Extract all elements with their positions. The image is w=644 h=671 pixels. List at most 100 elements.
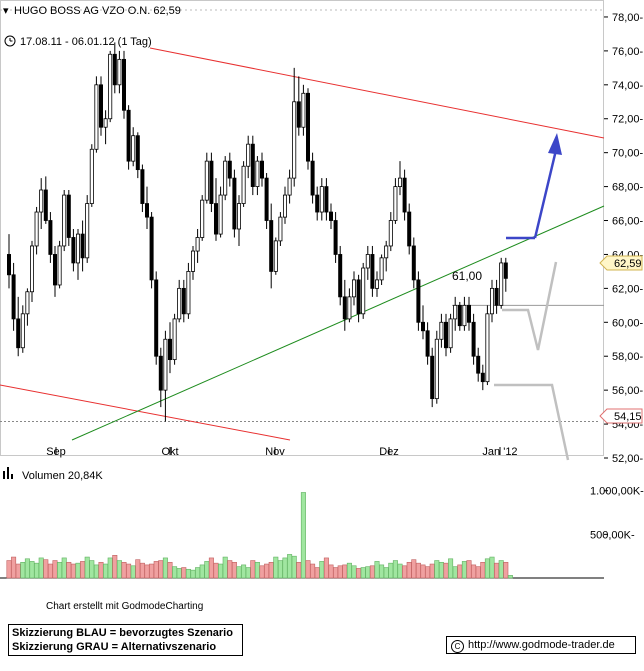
volume-bar: [415, 562, 421, 579]
y-tick-label: 60,00-: [612, 317, 644, 329]
resistance-line: [149, 47, 605, 139]
candle: [439, 321, 444, 340]
volume-bar: [167, 561, 173, 579]
volume-bar: [231, 561, 237, 579]
grey-scenario-2: [494, 383, 570, 461]
volume-bar: [406, 561, 412, 579]
volume-bar: [411, 559, 417, 579]
blue-arrowhead: [548, 133, 562, 155]
candle: [342, 296, 347, 320]
volume-bar: [457, 564, 463, 579]
volume-bar: [503, 561, 509, 579]
volume-bar: [38, 557, 44, 579]
candle: [7, 254, 12, 276]
volume-bar: [356, 568, 362, 579]
candle: [236, 203, 241, 230]
candle: [278, 216, 283, 242]
candle: [259, 160, 264, 179]
candle: [282, 194, 287, 218]
candle: [20, 313, 25, 349]
candle: [388, 220, 393, 247]
candle: [397, 177, 402, 187]
volume-bar: [328, 564, 334, 579]
volume-bar: [342, 564, 348, 579]
candle: [485, 313, 490, 383]
x-tick-label: Okt: [161, 446, 178, 458]
candle: [324, 186, 329, 213]
volume-label: Volumen 20,84K: [22, 470, 103, 482]
volume-bar: [66, 561, 72, 579]
candle: [356, 279, 361, 315]
volume-bar: [130, 565, 136, 579]
volume-bar: [305, 560, 311, 579]
candle: [89, 148, 94, 204]
candle: [163, 338, 168, 391]
volume-bar: [57, 561, 63, 579]
volume-bar: [126, 563, 132, 579]
volume-bar: [277, 560, 283, 579]
candle: [57, 245, 62, 286]
candle: [131, 135, 136, 162]
candle: [370, 254, 375, 289]
volume-bar: [153, 561, 159, 579]
volume-bar: [392, 560, 398, 579]
title-icon[interactable]: ▾: [3, 5, 9, 17]
volume-bar: [149, 563, 155, 579]
y-tick-label: 70,00-: [612, 148, 644, 160]
volume-bar: [360, 567, 366, 579]
candle: [227, 160, 232, 179]
candle: [108, 53, 113, 120]
candle: [167, 338, 172, 361]
candle: [347, 296, 352, 320]
volume-bar: [471, 564, 477, 579]
candle: [172, 318, 177, 361]
candle: [453, 304, 458, 320]
volume-bar: [425, 566, 431, 579]
volume-bar: [158, 560, 164, 579]
candle: [11, 274, 16, 320]
volume-bar: [434, 560, 440, 579]
volume-bar: [319, 561, 325, 579]
candle: [140, 169, 145, 204]
volume-bar: [296, 561, 302, 579]
legend-grey: Skizzierung GRAU = Alternativszenario: [12, 641, 217, 653]
volume-bar: [162, 557, 168, 579]
volume-bar: [144, 564, 150, 579]
candle: [25, 291, 30, 315]
volume-bar: [259, 565, 265, 579]
candle: [16, 318, 21, 349]
volume-bar: [107, 557, 113, 579]
volume-bar: [333, 567, 339, 579]
volume-bar: [369, 565, 375, 579]
volume-bar: [47, 563, 53, 579]
y-tick-label: 58,00-: [612, 351, 644, 363]
y-tick-label: 76,00-: [612, 46, 644, 58]
candle: [365, 254, 370, 269]
volume-bar: [287, 554, 293, 579]
candle: [296, 101, 301, 128]
volume-bar: [241, 564, 247, 579]
volume-bar: [195, 567, 201, 579]
y-tick-label: 68,00-: [612, 182, 644, 194]
candle: [462, 304, 467, 327]
candle: [264, 177, 269, 221]
volume-bar: [222, 556, 228, 579]
candle: [338, 254, 343, 298]
volume-bar: [388, 562, 394, 579]
volume-bar: [351, 565, 357, 579]
volume-bar: [254, 561, 260, 579]
candle: [434, 338, 439, 400]
candle: [503, 262, 508, 279]
candle: [62, 194, 67, 247]
volume-bar: [218, 563, 224, 579]
vol-tick-label: 500,00K-: [590, 529, 635, 541]
x-tick-label: Jan '12: [482, 446, 517, 458]
volume-bar: [121, 561, 127, 579]
candle: [39, 189, 44, 213]
candle: [476, 355, 481, 374]
candle: [457, 304, 462, 327]
volume-bar: [443, 562, 449, 579]
y-tick-label: 72,00-: [612, 114, 644, 126]
candle: [305, 92, 310, 162]
